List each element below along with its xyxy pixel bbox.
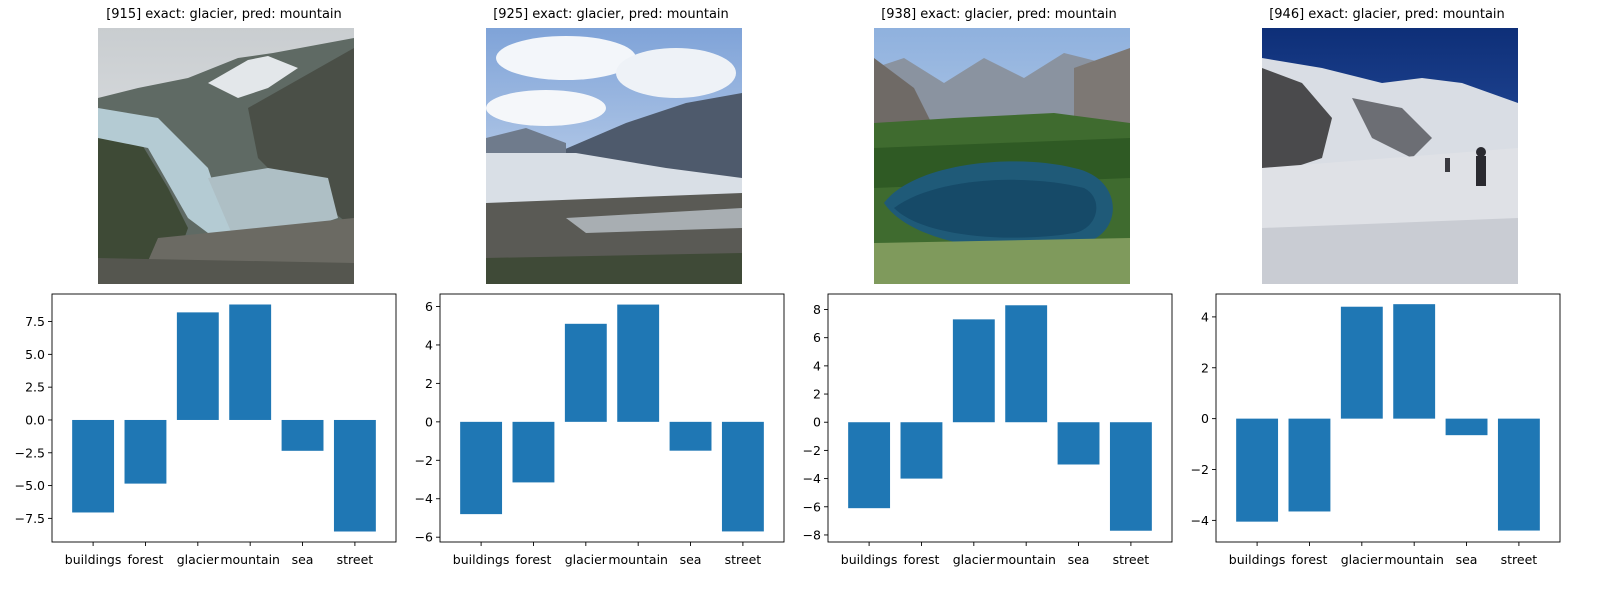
chart-1: −7.5 −5.0 −2.5 0.0 2.5 5.0 7.5 buildings forest g…: [15, 293, 397, 567]
x-tick-label: street: [1113, 552, 1150, 567]
y-tick-label: 2: [425, 376, 433, 391]
bar-glacier: [952, 319, 995, 423]
bar-glacier: [176, 312, 219, 420]
bar-glacier: [1340, 306, 1383, 419]
y-tick-label: −4: [1191, 513, 1209, 528]
bar-forest: [1288, 418, 1331, 512]
bar-buildings: [1236, 418, 1279, 522]
x-tick-label: mountain: [996, 552, 1056, 567]
panel-title-3: [938] exact: glacier, pred: mountain: [881, 7, 1117, 22]
panel-title-2: [925] exact: glacier, pred: mountain: [493, 7, 729, 22]
y-tick-label: −8: [803, 527, 821, 542]
y-tick-label: −5.0: [15, 478, 45, 493]
x-tick-label: buildings: [65, 552, 122, 567]
y-tick-label: 2: [1201, 360, 1209, 375]
bar-street: [721, 421, 764, 532]
x-tick-label: mountain: [1384, 552, 1444, 567]
x-tick-label: street: [725, 552, 762, 567]
y-tick-label: −7.5: [15, 511, 45, 526]
x-tick-label: sea: [680, 552, 702, 567]
y-tick-label: 0: [425, 414, 433, 429]
y-tick-label: −4: [803, 471, 821, 486]
x-tick-label: glacier: [1341, 552, 1384, 567]
chart-3: −8 −6 −4 −2 0 2 4 6 8 buildings forest glacier mount…: [803, 293, 1173, 567]
x-tick-label: street: [1501, 552, 1538, 567]
x-tick-label: forest: [515, 552, 551, 567]
bar-buildings: [460, 421, 503, 515]
y-tick-label: 6: [813, 330, 821, 345]
chart-2: −6 −4 −2 0 2 4 6 buildings forest glacier mountain…: [415, 293, 785, 567]
axes-frame: [1215, 293, 1561, 543]
x-tick-label: glacier: [565, 552, 608, 567]
x-tick-label: mountain: [608, 552, 668, 567]
panel-title-4: [946] exact: glacier, pred: mountain: [1269, 7, 1505, 22]
y-tick-label: 0: [1201, 411, 1209, 426]
y-tick-label: 2.5: [25, 380, 45, 395]
y-tick-label: 8: [813, 302, 821, 317]
bar-sea: [1057, 422, 1100, 465]
bar-forest: [512, 421, 555, 483]
y-tick-label: −6: [415, 530, 433, 545]
bar-mountain: [1005, 305, 1048, 423]
y-tick-label: 4: [1201, 309, 1209, 324]
y-tick-label: 7.5: [25, 314, 45, 329]
x-tick-label: forest: [1291, 552, 1327, 567]
bar-mountain: [1393, 304, 1436, 419]
bar-buildings: [848, 422, 891, 509]
bar-street: [1497, 418, 1540, 531]
y-tick-label: 5.0: [25, 347, 45, 362]
bar-mountain: [617, 304, 660, 422]
bar-sea: [669, 421, 712, 451]
x-tick-label: forest: [903, 552, 939, 567]
x-tick-label: glacier: [177, 552, 220, 567]
chart-4: −4 −2 0 2 4 buildings forest glacier mountain sea…: [1191, 293, 1561, 567]
bar-mountain: [229, 304, 272, 420]
y-tick-label: 4: [425, 337, 433, 352]
bar-buildings: [72, 419, 115, 513]
x-tick-label: glacier: [953, 552, 996, 567]
x-tick-label: forest: [127, 552, 163, 567]
bar-sea: [1445, 418, 1488, 436]
glacier-valley-photo: [98, 28, 354, 284]
y-tick-label: 4: [813, 358, 821, 373]
axes-frame: [827, 293, 1173, 543]
y-tick-label: 6: [425, 299, 433, 314]
panel-title-1: [915] exact: glacier, pred: mountain: [106, 7, 342, 22]
bar-street: [333, 419, 376, 532]
bar-sea: [281, 419, 324, 451]
x-tick-label: sea: [1456, 552, 1478, 567]
x-tick-label: buildings: [841, 552, 898, 567]
y-tick-label: −6: [803, 499, 821, 514]
glacier-hikers-photo: [1262, 28, 1518, 284]
mountain-lake-photo: [874, 28, 1130, 284]
x-tick-label: buildings: [1229, 552, 1286, 567]
bar-forest: [900, 422, 943, 479]
y-tick-label: 0: [813, 415, 821, 430]
y-tick-label: −2: [803, 443, 821, 458]
glacier-clouds-photo: [486, 28, 742, 284]
y-tick-label: −2: [1191, 462, 1209, 477]
x-tick-label: street: [337, 552, 374, 567]
y-tick-label: 0.0: [25, 412, 45, 427]
axes-frame: [51, 293, 397, 543]
x-tick-label: buildings: [453, 552, 510, 567]
bar-glacier: [564, 323, 607, 422]
axes-frame: [439, 293, 785, 543]
y-tick-label: −4: [415, 491, 433, 506]
y-tick-label: 2: [813, 387, 821, 402]
bar-street: [1109, 422, 1152, 531]
y-tick-label: −2: [415, 453, 433, 468]
y-tick-label: −2.5: [15, 445, 45, 460]
bar-forest: [124, 419, 167, 484]
x-tick-label: sea: [1068, 552, 1090, 567]
x-tick-label: mountain: [220, 552, 280, 567]
x-tick-label: sea: [292, 552, 314, 567]
